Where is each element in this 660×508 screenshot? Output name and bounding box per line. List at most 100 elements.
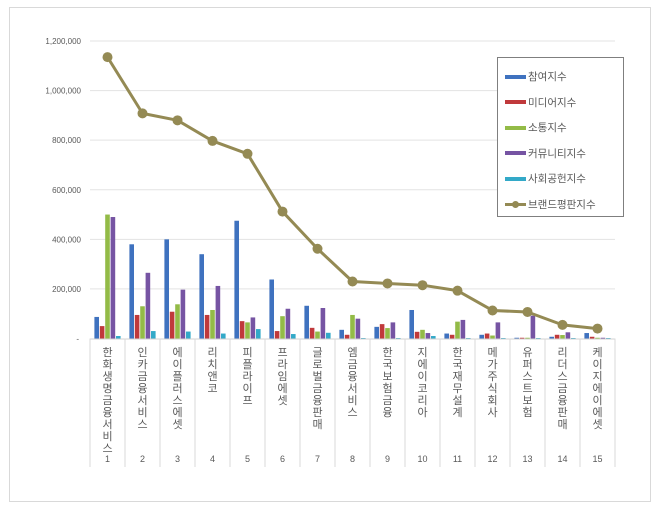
x-category-label-char: 에 [172, 346, 182, 359]
x-category-label-char: 판 [312, 406, 322, 419]
bar [339, 329, 344, 339]
legend-swatch-icon [505, 151, 526, 156]
bar [565, 332, 571, 339]
bar [519, 337, 525, 339]
x-category-label-char: 지 [417, 346, 427, 359]
x-category-label-char: 아 [417, 406, 427, 419]
legend-item-social-contribution: 사회공헌지수 [498, 166, 623, 192]
bar [309, 327, 315, 339]
bar [116, 336, 121, 339]
line-marker [487, 305, 498, 316]
x-category-label-char: 서 [347, 382, 357, 395]
x-category-label-char: 융 [102, 406, 112, 419]
bar [420, 329, 425, 339]
x-category-label-char: 트 [522, 382, 532, 395]
bar [239, 321, 245, 339]
legend-swatch-icon [505, 74, 526, 79]
x-category-number: 11 [453, 454, 462, 464]
bar [245, 322, 250, 339]
bar [495, 322, 501, 339]
x-category-label-char: 국 [452, 358, 462, 371]
bar [554, 334, 560, 339]
x-category-number: 8 [350, 454, 355, 464]
x-category-label-char: 피 [242, 346, 252, 359]
line-marker [592, 323, 603, 334]
bar [600, 337, 606, 339]
line-marker [382, 278, 393, 289]
x-category-label-char: 메 [487, 346, 497, 359]
bar [210, 309, 215, 339]
x-category-label-char: 계 [452, 406, 462, 419]
bar [164, 239, 169, 339]
x-category-label-char: 한 [382, 346, 392, 359]
line-marker [522, 306, 533, 317]
bar [285, 308, 291, 339]
x-category-label-char: 더 [557, 358, 567, 371]
legend-item-community: 커뮤니티지수 [498, 141, 623, 167]
x-category-label-char: 프 [242, 394, 252, 407]
x-axis: 한화생명금융서비스1인카금융서비스2에이플러스에셋3리치앤코4피플라이프5프라임… [89, 338, 616, 467]
x-category-label-char: 프 [277, 346, 287, 359]
bar [361, 338, 366, 339]
y-tick-label: 800,000 [52, 136, 81, 145]
x-category-label-char: 한 [102, 346, 112, 359]
bar [425, 333, 431, 339]
x-category-label-char: 케 [592, 346, 602, 359]
bar [374, 326, 379, 339]
x-category-label-char: 융 [382, 406, 392, 419]
bar [129, 244, 134, 339]
x-category-label-char: 셋 [592, 418, 602, 431]
legend-item-participation: 참여지수 [498, 64, 623, 90]
x-category-label-char: 지 [592, 370, 602, 383]
x-category-number: 2 [140, 454, 145, 464]
bar [490, 335, 495, 339]
x-category-number: 4 [210, 454, 215, 464]
x-category-label-char: 금 [137, 370, 147, 383]
x-category-label-char: 융 [137, 382, 147, 395]
bar [234, 220, 239, 339]
bar [589, 336, 595, 339]
bar [221, 333, 226, 339]
bar [595, 337, 600, 339]
bar [256, 329, 261, 339]
bar [606, 338, 611, 339]
bar [396, 338, 401, 339]
x-category-label-char: 스 [137, 418, 147, 431]
bar [431, 336, 436, 339]
x-category-label-char: 스 [102, 442, 112, 455]
gridlines [90, 40, 615, 290]
bar [280, 316, 285, 339]
bar [530, 315, 536, 339]
x-category-label-char: 스 [522, 370, 532, 383]
bar [134, 314, 140, 339]
x-category-label-char: 금 [347, 358, 357, 371]
legend-swatch-icon [505, 125, 526, 130]
x-category-label-char: 리 [417, 394, 427, 407]
line-marker [242, 148, 253, 159]
x-category-label-char: 에 [592, 406, 602, 419]
bar [169, 311, 175, 339]
x-category-number: 14 [557, 454, 567, 464]
bar [466, 338, 471, 339]
x-category-number: 1 [105, 454, 110, 464]
bar [315, 331, 320, 339]
x-category-label-char: 금 [557, 382, 567, 395]
legend-swatch-icon [505, 176, 526, 181]
line-marker [417, 280, 428, 291]
x-category-label-char: 보 [522, 394, 532, 407]
x-category-label-char: 엠 [347, 346, 357, 359]
x-category-label-char: 화 [102, 358, 112, 371]
x-category-label-char: 판 [557, 406, 567, 419]
x-category-label-char: 앤 [207, 370, 217, 383]
y-tick-label: 1,200,000 [45, 37, 81, 46]
y-tick-label: 600,000 [52, 186, 81, 195]
x-category-label-char: 코 [207, 382, 217, 395]
x-category-number: 12 [487, 454, 497, 464]
x-category-label-char: 비 [347, 394, 357, 407]
line-marker [557, 319, 568, 330]
x-category-label-char: 스 [347, 406, 357, 419]
x-category-label-char: 에 [277, 382, 287, 395]
x-category-number: 7 [315, 454, 320, 464]
x-category-label-char: 재 [452, 370, 462, 383]
